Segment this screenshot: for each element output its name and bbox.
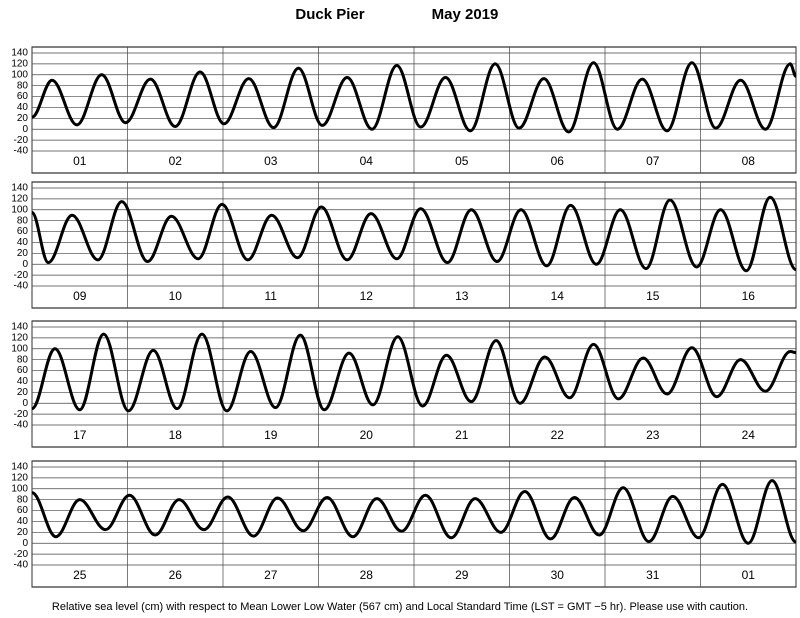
y-tick-label: 80 (17, 494, 29, 505)
y-tick-label: 100 (11, 69, 28, 80)
day-label: 22 (551, 428, 565, 442)
y-tick-label: 20 (17, 248, 29, 259)
y-tick-label: 100 (11, 343, 28, 354)
day-label: 16 (742, 289, 756, 303)
day-label: 09 (73, 289, 87, 303)
y-tick-label: 80 (17, 354, 29, 365)
y-tick-label: -20 (14, 409, 29, 420)
y-tick-label: 140 (11, 322, 28, 333)
day-label: 27 (264, 568, 278, 582)
day-label: 12 (360, 289, 374, 303)
chart-title: Duck Pier (295, 6, 364, 23)
day-label: 06 (551, 154, 565, 168)
day-label: 08 (742, 154, 756, 168)
y-tick-label: -40 (14, 420, 29, 431)
y-tick-label: -20 (14, 549, 29, 560)
day-label: 14 (551, 289, 565, 303)
y-tick-label: 0 (22, 538, 28, 549)
y-tick-label: 60 (17, 91, 29, 102)
chart-date: May 2019 (432, 6, 499, 23)
y-tick-label: 60 (17, 365, 29, 376)
y-tick-label: 80 (17, 215, 29, 226)
tide-curve (31, 479, 797, 545)
day-label: 05 (455, 154, 469, 168)
y-tick-label: -20 (14, 270, 29, 281)
y-tick-label: 20 (17, 113, 29, 124)
y-tick-label: 80 (17, 80, 29, 91)
y-tick-label: 100 (11, 483, 28, 494)
y-tick-label: 20 (17, 527, 29, 538)
day-label: 02 (169, 154, 183, 168)
day-label: 24 (742, 428, 756, 442)
y-tick-label: 120 (11, 59, 28, 70)
tide-curve (30, 332, 797, 413)
day-label: 01 (742, 568, 756, 582)
y-tick-label: 0 (22, 124, 28, 135)
y-tick-label: 60 (17, 505, 29, 516)
day-label: 01 (73, 154, 87, 168)
day-label: 28 (360, 568, 374, 582)
y-tick-label: 120 (11, 473, 28, 484)
y-tick-label: 40 (17, 102, 29, 113)
day-label: 13 (455, 289, 469, 303)
y-tick-label: -40 (14, 560, 29, 571)
day-label: 31 (646, 568, 660, 582)
day-label: 20 (360, 428, 374, 442)
y-tick-label: 40 (17, 237, 29, 248)
y-tick-label: 120 (11, 333, 28, 344)
day-label: 23 (646, 428, 660, 442)
y-tick-label: -20 (14, 135, 29, 146)
y-tick-label: 40 (17, 376, 29, 387)
y-tick-label: -40 (14, 146, 29, 157)
day-label: 19 (264, 428, 278, 442)
day-label: 04 (360, 154, 374, 168)
tide-curve (30, 195, 797, 273)
y-tick-label: 140 (11, 183, 28, 194)
day-label: 17 (73, 428, 87, 442)
day-label: 30 (551, 568, 565, 582)
y-tick-label: 0 (22, 398, 28, 409)
tide-curve (31, 61, 797, 134)
day-label: 07 (646, 154, 660, 168)
day-label: 21 (455, 428, 469, 442)
day-label: 26 (169, 568, 183, 582)
footnote: Relative sea level (cm) with respect to … (52, 601, 748, 613)
y-tick-label: 40 (17, 516, 29, 527)
day-label: 15 (646, 289, 660, 303)
day-label: 29 (455, 568, 469, 582)
y-tick-label: 140 (11, 462, 28, 473)
y-tick-label: -40 (14, 281, 29, 292)
y-tick-label: 0 (22, 259, 28, 270)
y-tick-label: 60 (17, 226, 29, 237)
y-tick-label: 100 (11, 204, 28, 215)
y-tick-label: 140 (11, 48, 28, 59)
y-tick-label: 120 (11, 194, 28, 205)
y-tick-label: 20 (17, 387, 29, 398)
day-label: 11 (265, 289, 278, 303)
day-label: 10 (169, 289, 183, 303)
day-label: 03 (264, 154, 278, 168)
day-label: 25 (73, 568, 87, 582)
day-label: 18 (169, 428, 183, 442)
